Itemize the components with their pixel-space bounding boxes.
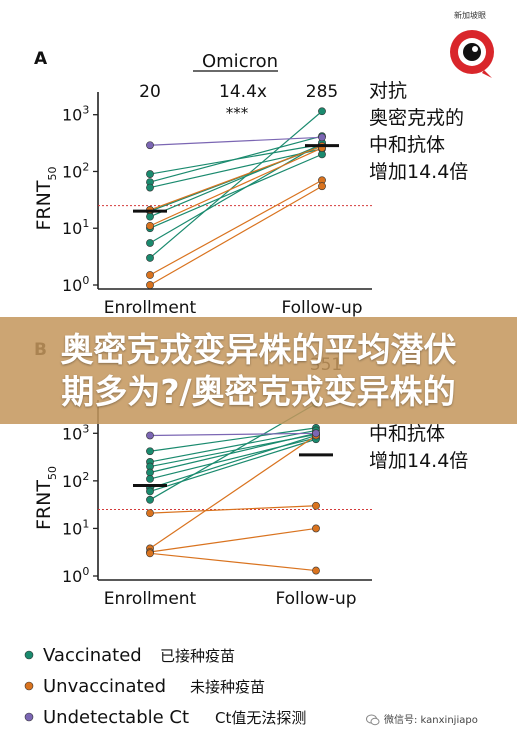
- panel-a-pair-line: [149, 153, 323, 229]
- panel-b-y-tick-label: 100: [62, 565, 89, 586]
- panel-a-point-enrollment: [146, 183, 154, 192]
- panel-b-point-enrollment: [146, 474, 154, 483]
- panel-a-x-label-enrollment: Enrollment: [104, 298, 197, 318]
- panel-a-point-enrollment: [146, 170, 154, 178]
- panel-b-point-enrollment: [146, 509, 154, 518]
- panel-a-pair-line: [149, 147, 323, 227]
- panel-a-point-followup: [318, 107, 326, 116]
- panel-a-point-enrollment: [146, 239, 154, 247]
- panel-b-pair-line: [149, 505, 317, 514]
- panel-a-pair-line: [149, 185, 323, 286]
- logo-eye-icon: [450, 30, 494, 78]
- panel-a-annotation-line: 增加14.4倍: [369, 161, 468, 183]
- panel-a-y-tick-label: 103: [62, 104, 89, 125]
- watermark-text: 微信号: kanxinjiapo: [384, 715, 478, 726]
- panel-a-pair-line: [149, 135, 323, 183]
- legend-label: Undetectable Ct: [43, 707, 189, 728]
- panel-a-point-enrollment: [146, 212, 154, 221]
- wechat-watermark: 微信号: kanxinjiapo: [366, 711, 478, 726]
- panel-a-x-label-followup: Follow-up: [281, 298, 362, 318]
- panel-b-pair-line: [149, 527, 317, 553]
- panel-b-point-enrollment: [146, 495, 154, 504]
- panel-a-annotation-line: 中和抗体: [369, 134, 445, 156]
- panel-a-title: Omicron: [202, 51, 278, 72]
- panel-b-pair-line: [149, 432, 317, 474]
- panel-a-pair-line: [149, 145, 323, 211]
- logo-text: 新加坡眼: [454, 11, 486, 20]
- panel-a-pair-line: [149, 136, 323, 146]
- panel-a-point-enrollment: [146, 221, 154, 230]
- panel-b-y-tick-label: 101: [62, 517, 89, 538]
- overlay-line-1: 奥密克戎变异株的平均潜伏: [60, 329, 457, 369]
- overlay-line-2: 期多为?/奥密克戎变异株的: [61, 371, 456, 411]
- panel-a-enrollment-value: 20: [139, 82, 161, 102]
- panel-b-pair-line: [149, 437, 317, 480]
- panel-b-point-enrollment: [146, 447, 154, 456]
- panel-b-point-followup: [312, 501, 320, 510]
- legend-label-cn: Ct值无法探测: [215, 709, 306, 727]
- panel-b-point-enrollment: [146, 431, 154, 440]
- panel-a-y-tick-label: 102: [62, 160, 89, 181]
- panel-b-pair-line: [149, 434, 317, 489]
- panel-b-point-enrollment: [146, 487, 154, 496]
- legend-marker: [24, 712, 34, 722]
- panel-b-pair-line: [149, 438, 317, 492]
- panel-b-x-label-followup: Follow-up: [275, 589, 356, 609]
- panel-b-pair-line: [149, 429, 317, 463]
- panel-a-fold-change: 14.4x: [219, 82, 267, 102]
- panel-b-pair-line: [149, 434, 317, 549]
- panel-a-pair-line: [149, 179, 323, 276]
- panel-a-point-followup: [318, 182, 326, 191]
- panel-a-point-followup: [318, 150, 326, 159]
- panel-a-point-enrollment: [146, 254, 154, 262]
- panel-a-pair-line: [149, 148, 323, 189]
- panel-a-label: A: [34, 49, 48, 69]
- panel-b-annotation-line: 中和抗体: [369, 423, 445, 445]
- panel-a-point-followup: [318, 133, 326, 142]
- panel-b-y-axis-label: FRNT50: [33, 466, 59, 530]
- panel-b-pair-line: [149, 552, 317, 572]
- panel-a-y-axis-label: FRNT50: [33, 167, 59, 231]
- panel-b-pair-line: [149, 432, 317, 437]
- panel-a-y-tick-label: 101: [62, 217, 89, 238]
- title-overlay-banner: 奥密克戎变异株的平均潜伏 期多为?/奥密克戎变异株的: [0, 317, 517, 424]
- panel-b-y-tick-label: 102: [62, 470, 89, 491]
- panel-a-point-enrollment: [146, 141, 154, 150]
- legend-label: Vaccinated: [43, 645, 142, 666]
- panel-a-annotation-line: 奥密克戎的: [369, 107, 464, 129]
- panel-a-followup-value: 285: [306, 82, 338, 102]
- brand-logo: 新加坡眼: [438, 10, 502, 80]
- panel-a-y-tick-label: 100: [62, 274, 89, 295]
- panel-b-x-label-enrollment: Enrollment: [104, 589, 197, 609]
- legend-label: Unvaccinated: [43, 676, 166, 697]
- legend-label-cn: 已接种疫苗: [160, 647, 235, 665]
- legend-label-cn: 未接种疫苗: [190, 678, 265, 696]
- panel-a-point-enrollment: [146, 281, 154, 289]
- panel-b-y-tick-label: 103: [62, 422, 89, 443]
- panel-b-annotation-line: 增加14.4倍: [369, 450, 468, 472]
- panel-a-pair-line: [149, 110, 323, 259]
- panel-b-point-followup: [312, 566, 320, 575]
- panel-b-point-followup: [312, 429, 320, 438]
- panel-a-point-enrollment: [146, 271, 154, 279]
- legend-marker: [24, 681, 34, 691]
- legend-marker: [24, 650, 34, 660]
- wechat-icon: [366, 714, 380, 726]
- panel-b-point-enrollment: [146, 549, 154, 558]
- panel-a-pair-line: [149, 142, 323, 244]
- panel-b-pair-line: [149, 427, 317, 452]
- panel-b-point-followup: [312, 524, 320, 533]
- panel-a-significance: ***: [226, 104, 249, 122]
- panel-a-annotation-line: 对抗: [369, 80, 407, 102]
